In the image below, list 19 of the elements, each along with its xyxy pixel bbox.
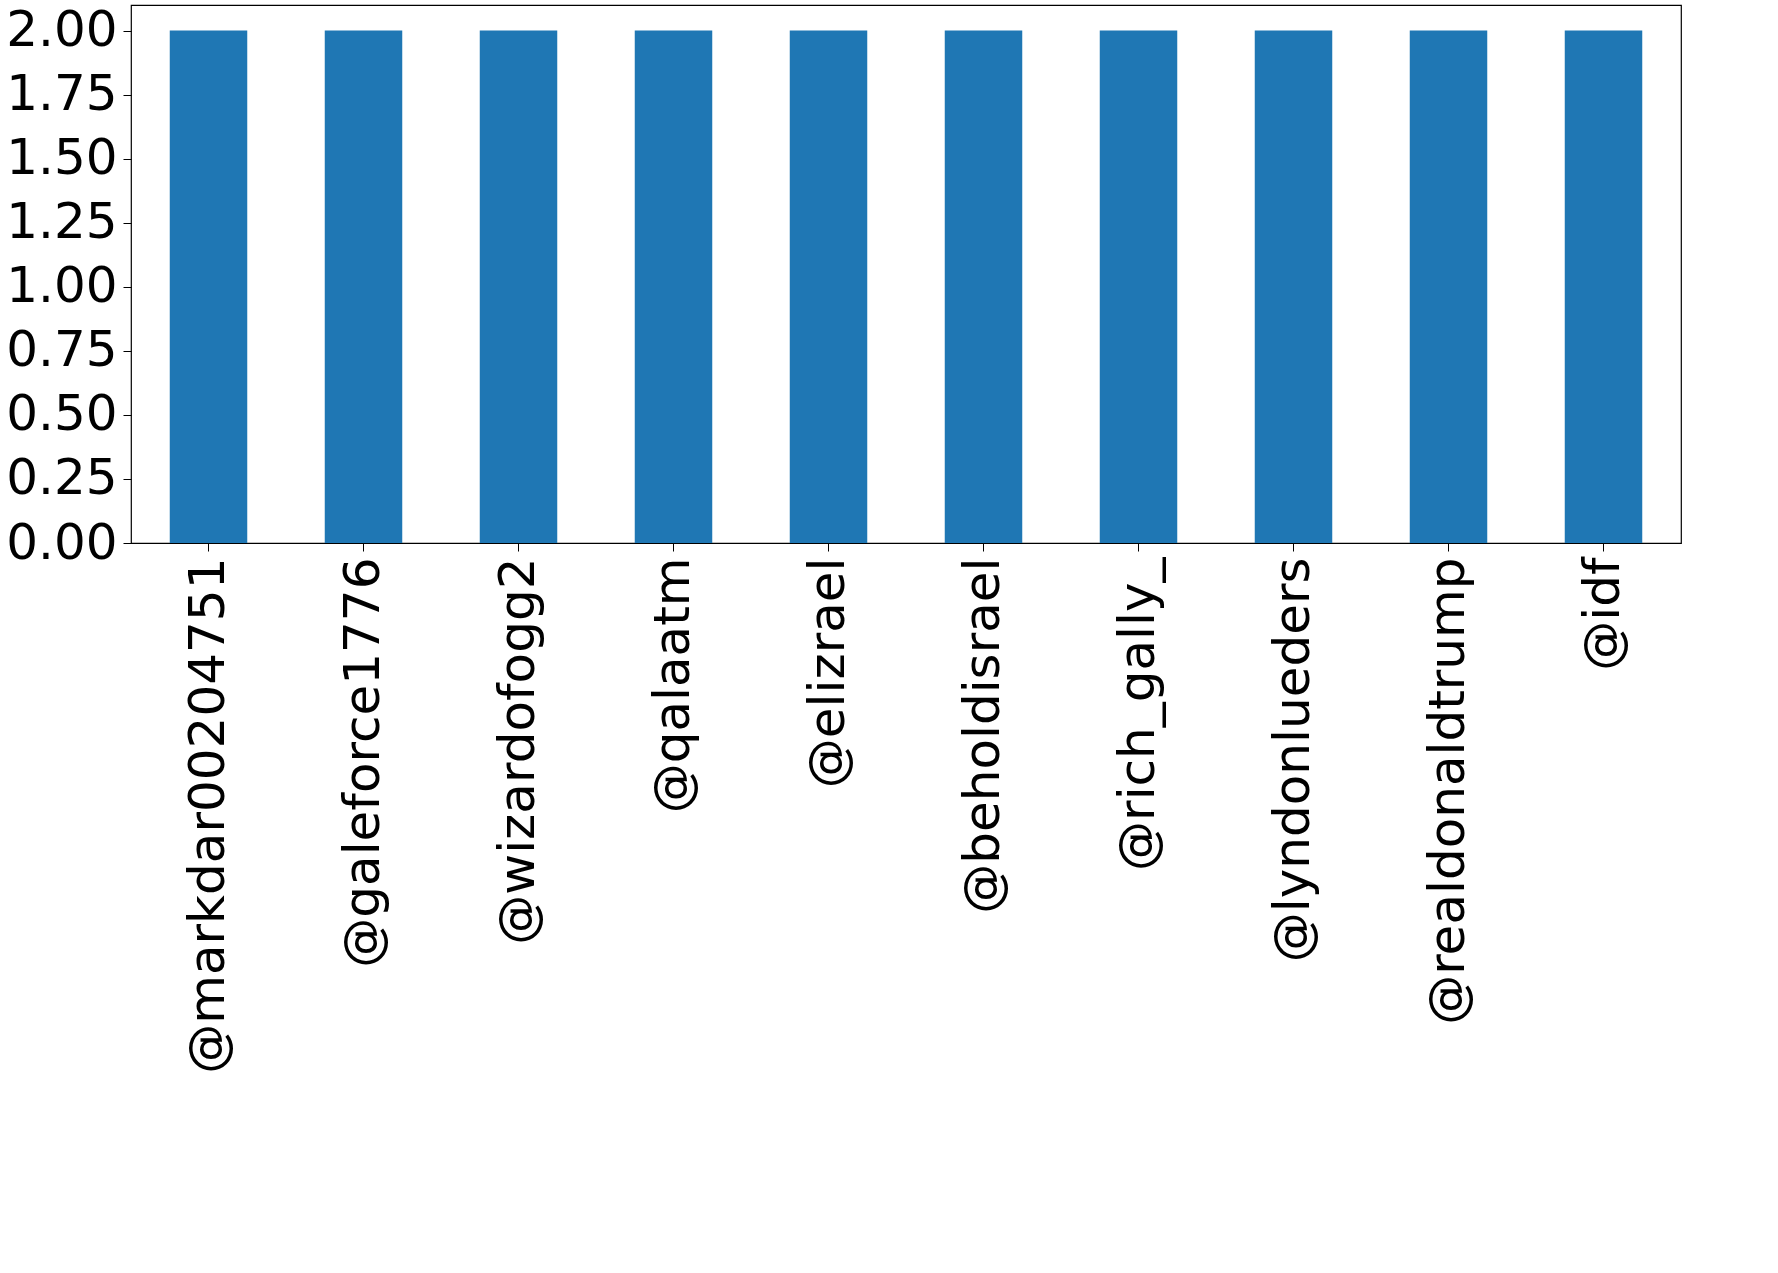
x-tick-label: @lyndonlueders: [1262, 557, 1321, 963]
x-tick-label: @wizardofogg2: [487, 557, 546, 945]
y-tick-label: 1.25: [6, 192, 118, 251]
x-tick-label: @galeforce1776: [332, 557, 391, 968]
y-tick-label: 0.00: [6, 512, 118, 571]
y-tick-label: 0.25: [6, 448, 118, 507]
x-tick-label: @beholdisrael: [952, 557, 1011, 914]
y-tick-label: 1.75: [6, 64, 118, 123]
x-tick-label: @qalaatm: [642, 557, 701, 814]
y-tick-label: 1.00: [6, 256, 118, 315]
y-tick-label: 0.75: [6, 320, 118, 379]
x-tick-label: @realdonaldtrump: [1417, 557, 1476, 1025]
y-tick-label: 0.50: [6, 384, 118, 443]
y-tick-label: 2.00: [6, 0, 118, 59]
x-tick-label: @elizrael: [797, 557, 856, 789]
y-tick-label: 1.50: [6, 128, 118, 187]
x-tick-label: @rich_gally_: [1107, 556, 1166, 871]
x-tick-label: @idf: [1572, 556, 1631, 671]
x-tick-label: @markdar00204751: [177, 557, 236, 1074]
